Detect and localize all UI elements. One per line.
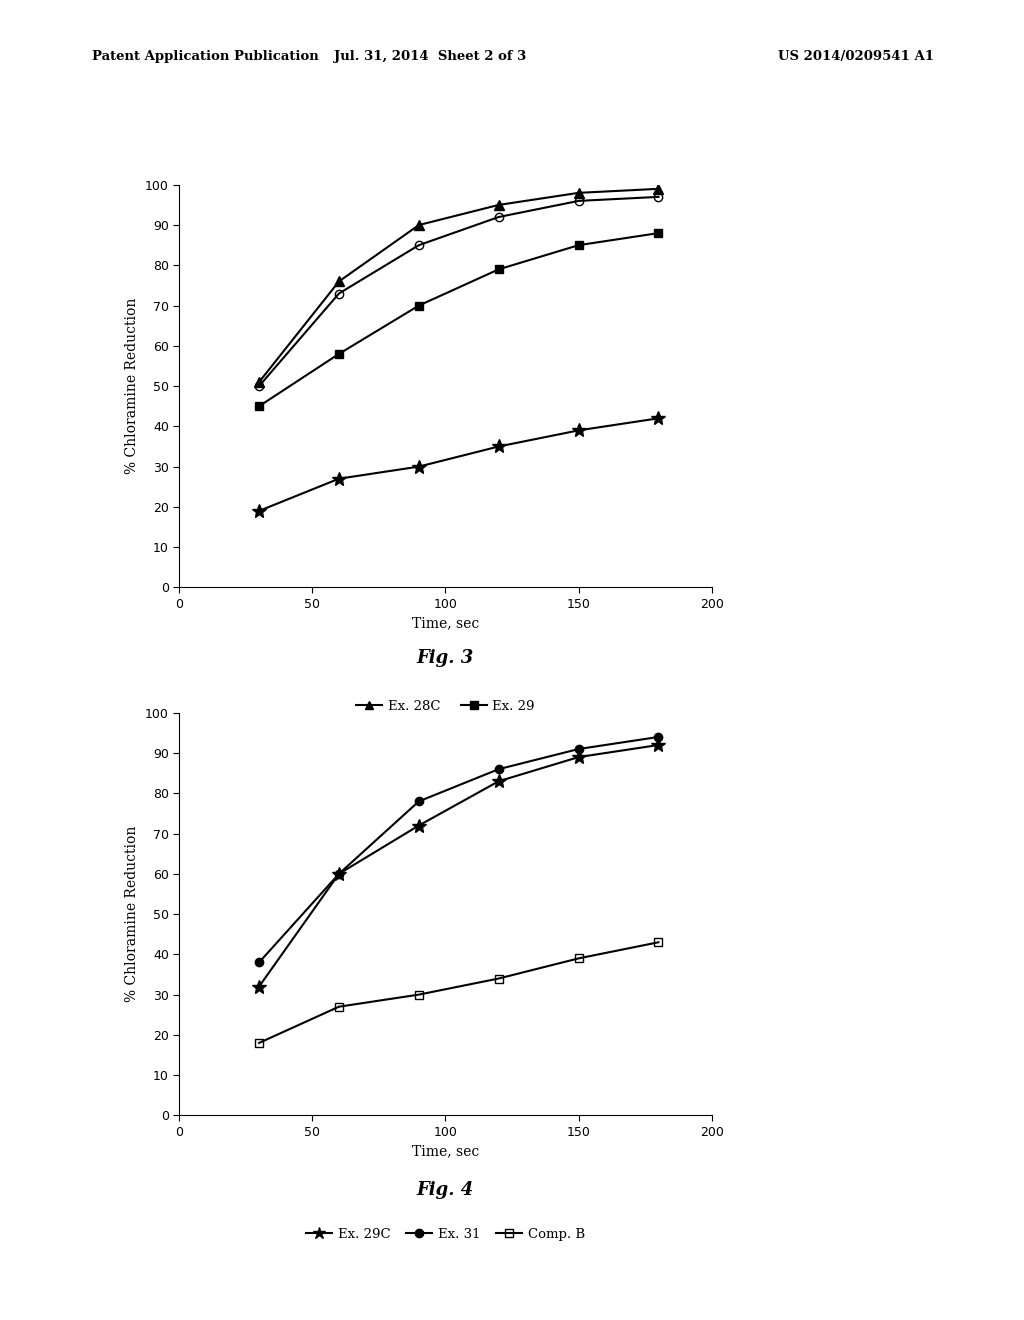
X-axis label: Time, sec: Time, sec <box>412 1144 479 1159</box>
X-axis label: Time, sec: Time, sec <box>412 616 479 631</box>
Text: Fig. 4: Fig. 4 <box>417 1181 474 1200</box>
Y-axis label: % Chloramine Reduction: % Chloramine Reduction <box>125 298 139 474</box>
Text: Patent Application Publication: Patent Application Publication <box>92 50 318 63</box>
Legend: Ex. 29C, Ex. 31, Comp. B: Ex. 29C, Ex. 31, Comp. B <box>301 1222 590 1246</box>
Text: Jul. 31, 2014  Sheet 2 of 3: Jul. 31, 2014 Sheet 2 of 3 <box>334 50 526 63</box>
Text: US 2014/0209541 A1: US 2014/0209541 A1 <box>778 50 934 63</box>
Text: Fig. 3: Fig. 3 <box>417 649 474 668</box>
Legend: Ex. 28C, Comp. B, Ex. 29, Ex. 30: Ex. 28C, Comp. B, Ex. 29, Ex. 30 <box>351 694 540 738</box>
Y-axis label: % Chloramine Reduction: % Chloramine Reduction <box>125 826 139 1002</box>
